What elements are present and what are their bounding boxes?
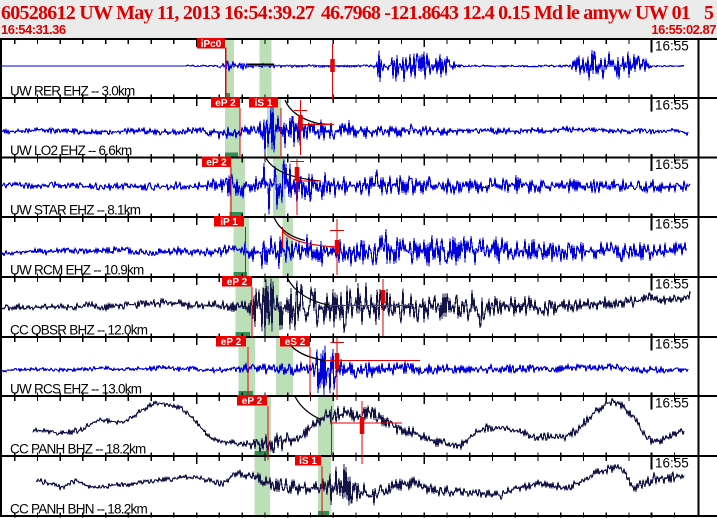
svg-text:UW RCM EHZ -- 10.9km: UW RCM EHZ -- 10.9km <box>10 263 144 278</box>
svg-text:UW RCS EHZ -- 13.0km: UW RCS EHZ -- 13.0km <box>10 382 142 397</box>
svg-text:16:55: 16:55 <box>655 98 689 113</box>
svg-text:16:55: 16:55 <box>655 277 689 292</box>
svg-text:eP 2: eP 2 <box>206 157 227 168</box>
svg-text:CC PANH BHZ -- 18.2km: CC PANH BHZ -- 18.2km <box>10 442 146 457</box>
svg-text:46.7968 -121.8643 12.4 0.15 Md: 46.7968 -121.8643 12.4 0.15 Md le amyw U… <box>321 2 690 24</box>
svg-text:16:54:31.36: 16:54:31.36 <box>1 22 66 37</box>
svg-text:CC PANH BHN -- 18.2km: CC PANH BHN -- 18.2km <box>10 502 148 517</box>
svg-text:16:55: 16:55 <box>655 337 689 352</box>
svg-text:eP 2: eP 2 <box>227 277 248 288</box>
svg-text:iS 1: iS 1 <box>299 456 317 467</box>
svg-text:eS 2: eS 2 <box>285 337 306 348</box>
svg-text:16:55: 16:55 <box>655 217 689 232</box>
svg-text:16:55: 16:55 <box>655 456 689 471</box>
svg-text:16:55:02.87: 16:55:02.87 <box>651 22 716 37</box>
svg-text:5: 5 <box>704 2 714 24</box>
svg-text:iPc0: iPc0 <box>201 39 222 50</box>
svg-text:16:55: 16:55 <box>655 157 689 172</box>
svg-text:UW STAR EHZ -- 8.1km: UW STAR EHZ -- 8.1km <box>10 203 141 218</box>
svg-text:eP 2: eP 2 <box>242 396 263 407</box>
svg-text:UW LO2 EHZ -- 6.6km: UW LO2 EHZ -- 6.6km <box>10 143 132 158</box>
svg-text:iS 1: iS 1 <box>255 98 273 109</box>
svg-text:UW RER EHZ -- 3.0km: UW RER EHZ -- 3.0km <box>10 84 135 99</box>
svg-text:CC QBSR BHZ -- 12.0km: CC QBSR BHZ -- 12.0km <box>10 323 148 338</box>
svg-text:16:55: 16:55 <box>655 39 689 54</box>
svg-text:eP 2: eP 2 <box>221 337 242 348</box>
svg-text:iP 1: iP 1 <box>220 217 238 228</box>
svg-text:60528612 UW May 11, 2013 16:54: 60528612 UW May 11, 2013 16:54:39.27 <box>1 2 315 24</box>
svg-text:16:55: 16:55 <box>655 396 689 411</box>
svg-text:eP 2: eP 2 <box>215 98 236 109</box>
